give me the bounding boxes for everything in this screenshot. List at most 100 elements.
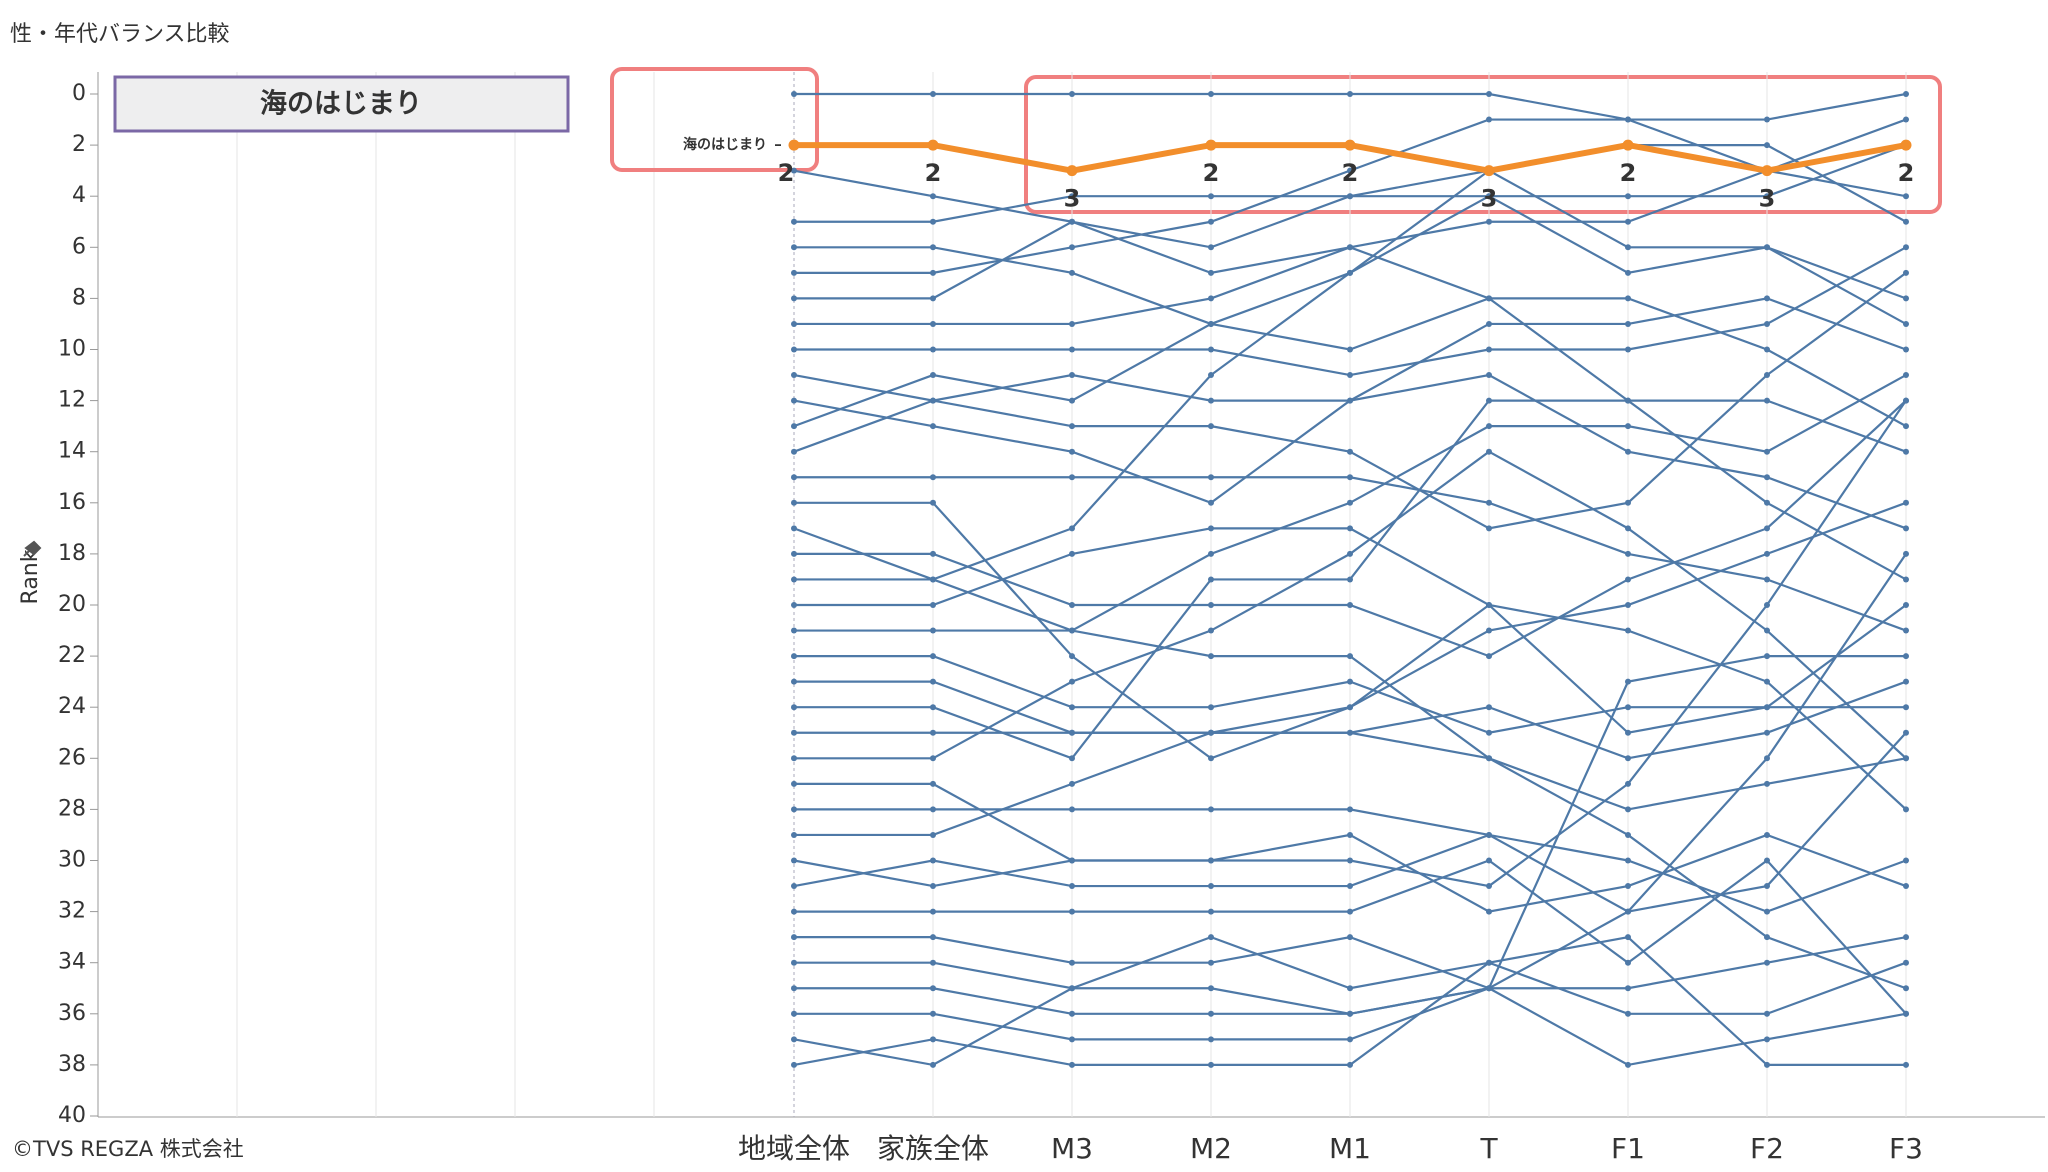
- rank-point: [1764, 780, 1770, 787]
- rank-point: [1903, 244, 1909, 251]
- rank-point: [791, 218, 797, 225]
- rank-point: [791, 346, 797, 353]
- rank-point: [1347, 167, 1353, 174]
- rank-point: [1208, 806, 1214, 813]
- rank-point: [1625, 780, 1631, 787]
- x-tick-label: F3: [1889, 1132, 1923, 1165]
- y-tick-label: 36: [58, 1001, 86, 1026]
- rank-point: [1625, 704, 1631, 711]
- rank-point: [791, 550, 797, 557]
- x-tick-label: M2: [1190, 1132, 1232, 1165]
- x-tick-label: M1: [1329, 1132, 1371, 1165]
- rank-point: [1903, 755, 1909, 762]
- rank-point: [1208, 218, 1214, 225]
- y-tick-label: 12: [58, 388, 86, 413]
- rank-point: [791, 244, 797, 251]
- y-tick-label: 28: [58, 796, 86, 821]
- rank-point: [1903, 806, 1909, 813]
- data-label: 3: [1064, 185, 1081, 213]
- rank-point: [1347, 372, 1353, 379]
- rank-point: [927, 139, 939, 151]
- rank-point: [1903, 576, 1909, 583]
- rank-point: [1625, 806, 1631, 813]
- rank-point: [1347, 244, 1353, 251]
- y-tick-label: 2: [72, 132, 86, 157]
- rank-point: [930, 934, 936, 941]
- rank-point: [1486, 320, 1492, 327]
- rank-point: [930, 704, 936, 711]
- rank-point: [1208, 91, 1214, 97]
- rank-point: [1208, 755, 1214, 762]
- rank-point: [1903, 653, 1909, 660]
- rank-point: [1486, 857, 1492, 864]
- rank-point: [1764, 653, 1770, 660]
- y-tick-label: 16: [58, 490, 86, 515]
- selector-label[interactable]: 海のはじまり: [260, 89, 422, 120]
- selector-box[interactable]: [113, 75, 570, 133]
- data-label: 2: [1620, 159, 1637, 187]
- highlight-box: [610, 67, 819, 172]
- rank-point: [930, 729, 936, 736]
- rank-point: [1347, 499, 1353, 506]
- rank-point: [1486, 729, 1492, 736]
- rank-point: [791, 959, 797, 966]
- rank-point: [1903, 193, 1909, 200]
- rank-point: [1069, 627, 1075, 634]
- rank-point: [1208, 653, 1214, 660]
- rank-point: [930, 883, 936, 890]
- rank-point: [1764, 729, 1770, 736]
- rank-point: [930, 1036, 936, 1043]
- rank-point: [1486, 883, 1492, 890]
- rank-point: [1344, 139, 1356, 151]
- rank-point: [1764, 602, 1770, 608]
- rank-point: [1625, 218, 1631, 225]
- rank-point: [1764, 1010, 1770, 1017]
- rank-point: [791, 269, 797, 276]
- rank-point: [1625, 244, 1631, 251]
- rank-point: [930, 780, 936, 787]
- rank-point: [1069, 372, 1075, 379]
- rank-point: [1903, 397, 1909, 404]
- rank-point: [1903, 320, 1909, 327]
- rank-point: [1625, 269, 1631, 276]
- rank-point: [1069, 193, 1075, 200]
- rank-point: [1347, 576, 1353, 583]
- rank-point: [1625, 1010, 1631, 1017]
- rank-point: [930, 576, 936, 583]
- rank-point: [1208, 985, 1214, 992]
- rank-point: [1347, 831, 1353, 838]
- rank-point: [930, 678, 936, 685]
- rank-point: [930, 1010, 936, 1017]
- rank-point: [1069, 550, 1075, 557]
- rank-point: [1625, 346, 1631, 353]
- rank-point: [791, 755, 797, 762]
- rank-point: [930, 857, 936, 864]
- rank-point: [1347, 346, 1353, 353]
- rank-point: [791, 423, 797, 430]
- rank-point: [1069, 985, 1075, 992]
- rank-point: [791, 985, 797, 992]
- rank-point: [1347, 857, 1353, 864]
- y-tick-label: 38: [58, 1052, 86, 1077]
- rank-point: [791, 806, 797, 813]
- rank-point: [1486, 372, 1492, 379]
- rank-point: [930, 295, 936, 302]
- rank-point: [791, 704, 797, 711]
- rank-point: [791, 576, 797, 583]
- rank-point: [1764, 678, 1770, 685]
- rank-point: [930, 550, 936, 557]
- rank-point: [791, 653, 797, 660]
- rank-point: [1347, 704, 1353, 711]
- empty-columns: [236, 72, 655, 1117]
- rank-point: [1347, 525, 1353, 532]
- y-tick-label: 14: [58, 439, 86, 464]
- highlight-box: [1024, 75, 1942, 214]
- rank-point: [930, 372, 936, 379]
- rank-point: [1903, 934, 1909, 941]
- rank-point: [1347, 602, 1353, 608]
- rank-point: [1903, 116, 1909, 123]
- rank-point: [1347, 550, 1353, 557]
- rank-point: [1764, 576, 1770, 583]
- rank-point: [1069, 1010, 1075, 1017]
